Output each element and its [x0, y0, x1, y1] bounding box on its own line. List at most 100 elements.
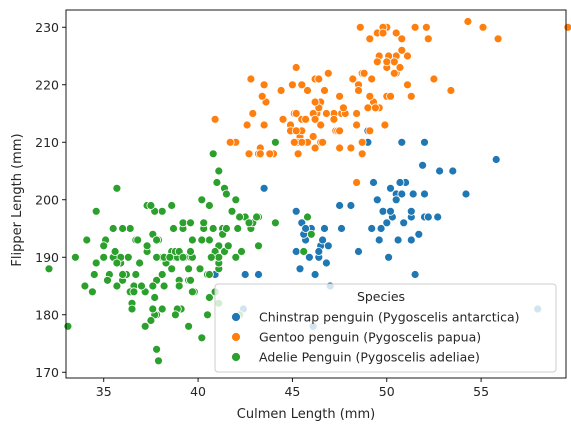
data-point: [321, 109, 331, 118]
data-point: [493, 34, 503, 44]
data-point: [378, 28, 388, 38]
data-point: [352, 109, 362, 118]
data-point: [125, 224, 135, 233]
data-point: [231, 252, 241, 262]
data-point: [187, 287, 197, 297]
data-point: [99, 241, 109, 251]
axis-ticks: 35 40 45 50 55 170 180 190 200 210 220 230: [35, 20, 489, 399]
data-point: [184, 264, 194, 274]
data-point: [352, 120, 362, 130]
data-point: [133, 235, 143, 245]
data-point: [140, 321, 150, 331]
data-point: [276, 86, 286, 95]
data-point: [299, 247, 309, 256]
data-point: [252, 212, 262, 222]
data-point: [167, 201, 177, 210]
data-point: [257, 91, 267, 101]
data-point: [372, 57, 382, 67]
data-point: [370, 103, 380, 113]
data-point: [221, 189, 231, 199]
data-point: [304, 252, 314, 262]
data-point: [221, 224, 231, 233]
data-point: [308, 132, 318, 141]
data-point: [112, 258, 122, 268]
data-point: [118, 224, 127, 233]
data-point: [297, 137, 307, 147]
data-point: [386, 91, 395, 101]
data-point: [208, 224, 218, 233]
data-point: [150, 293, 160, 302]
data-point: [395, 63, 405, 72]
data-point: [242, 120, 252, 130]
axes-frame: [65, 9, 567, 379]
data-point: [254, 241, 263, 251]
data-point: [318, 235, 328, 245]
legend-marker: [231, 312, 241, 322]
data-point: [110, 247, 120, 256]
data-point: [376, 224, 386, 233]
data-point: [178, 218, 188, 228]
data-point: [463, 17, 473, 26]
data-point: [137, 281, 146, 291]
data-point: [214, 252, 224, 262]
data-point: [380, 120, 390, 130]
data-point: [231, 195, 241, 205]
data-point: [337, 224, 346, 233]
data-point: [293, 149, 303, 159]
data-point: [212, 178, 222, 187]
data-point: [197, 195, 207, 205]
data-point: [80, 281, 90, 291]
data-point: [355, 22, 365, 32]
data-point: [197, 333, 207, 343]
data-point: [170, 310, 180, 320]
x-tick-label: 55: [473, 384, 489, 399]
data-point: [406, 91, 416, 101]
data-point: [152, 235, 162, 245]
data-point: [157, 206, 167, 216]
y-tick-label: 200: [35, 192, 59, 207]
data-point: [389, 68, 399, 78]
axes-spines: [65, 9, 567, 379]
data-point: [270, 218, 280, 228]
data-point: [159, 281, 169, 291]
data-point: [352, 178, 362, 187]
data-point: [384, 252, 394, 262]
data-point: [167, 264, 177, 274]
data-point: [259, 120, 269, 130]
data-point: [127, 304, 137, 314]
data-point: [391, 195, 401, 205]
data-point: [357, 149, 367, 159]
data-point: [259, 80, 269, 90]
legend-entry: Adelie Penguin (Pygoscelis adeliae): [231, 350, 480, 365]
data-point: [338, 103, 348, 113]
y-tick-label: 210: [35, 135, 59, 150]
data-point: [165, 252, 175, 262]
data-point: [365, 126, 375, 136]
legend-items: Chinstrap penguin (Pygoscelis antarctica…: [231, 310, 520, 365]
data-point: [295, 264, 305, 274]
data-point: [152, 252, 162, 262]
data-point: [386, 206, 395, 216]
y-axis-label: Flipper Length (mm): [10, 133, 25, 266]
data-point: [410, 22, 420, 32]
data-point: [223, 241, 233, 251]
data-point: [423, 212, 433, 222]
data-point: [291, 206, 301, 216]
data-point: [323, 241, 333, 251]
data-point: [259, 183, 269, 193]
data-point: [208, 149, 218, 159]
data-point: [103, 275, 112, 285]
data-point: [63, 321, 73, 331]
data-point: [291, 247, 301, 256]
data-point: [152, 344, 162, 354]
data-point: [386, 183, 395, 193]
data-point: [391, 28, 401, 38]
data-point: [157, 270, 167, 279]
data-point: [321, 258, 331, 268]
data-point: [157, 304, 167, 314]
data-point: [210, 114, 220, 124]
data-point: [204, 201, 214, 210]
data-point: [320, 224, 329, 233]
data-point: [135, 258, 145, 268]
